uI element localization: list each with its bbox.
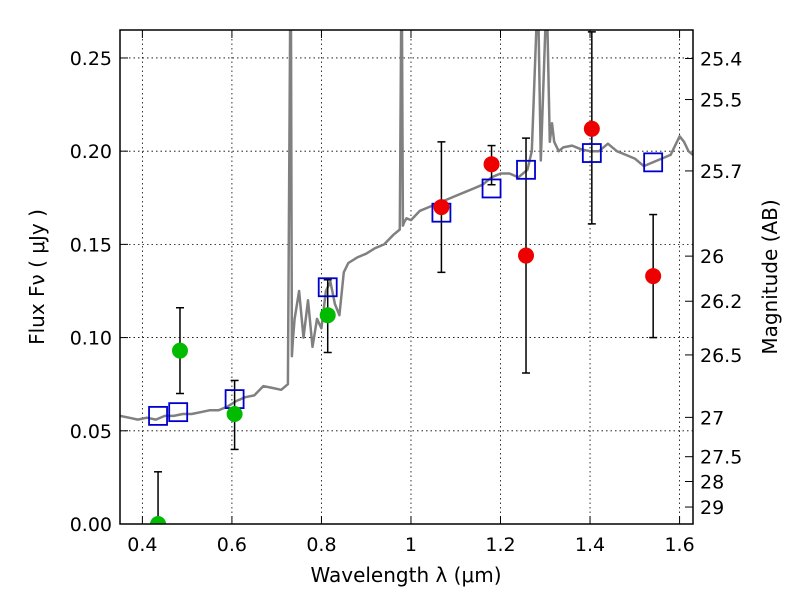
y-axis-right-title: Magnitude (AB) xyxy=(758,199,782,354)
right-tick-label: 25.7 xyxy=(700,161,742,183)
x-tick-label: 0.6 xyxy=(217,534,247,556)
observed-point xyxy=(483,156,500,173)
x-tick-label: 1.4 xyxy=(575,534,605,556)
x-tick-label: 1.6 xyxy=(664,534,694,556)
observed-point xyxy=(150,516,167,524)
observed-point xyxy=(518,247,535,264)
model-photometry-box xyxy=(581,143,602,163)
observed-point xyxy=(583,120,600,137)
axis-ticks: 0.4 0.6 0.8 1 1.2 1.4 1.6 0.00 0.05 0.10 0.15 0.20 0… xyxy=(70,30,742,556)
x-axis-title: Wavelength λ (μm) xyxy=(310,563,501,587)
observed-point xyxy=(319,307,336,324)
plot-content xyxy=(120,30,693,524)
plot-frame xyxy=(119,29,694,525)
y-tick-label: 0.00 xyxy=(70,514,112,536)
y-tick-label: 0.20 xyxy=(70,141,112,163)
right-tick-label: 26.5 xyxy=(700,345,742,367)
y-axis-title: Flux Fν ( μJy ) xyxy=(25,209,49,345)
x-tick-label: 1 xyxy=(405,534,417,556)
right-tick-label: 25.5 xyxy=(700,90,742,112)
x-tick-label: 0.8 xyxy=(306,534,336,556)
right-tick-label: 29 xyxy=(700,497,724,519)
observed-point xyxy=(433,199,450,216)
observed-point xyxy=(171,342,188,359)
y-tick-label: 0.10 xyxy=(70,328,112,350)
observed-point xyxy=(645,268,662,285)
y-tick-label: 0.05 xyxy=(70,421,112,443)
right-tick-label: 27 xyxy=(700,407,724,429)
model-photometry-box xyxy=(317,277,338,298)
right-tick-label: 26.2 xyxy=(700,291,742,313)
spectrum-line xyxy=(120,30,693,421)
model-photometry-box xyxy=(643,152,664,173)
model-photometry-box xyxy=(516,159,536,180)
model-photometry-box xyxy=(148,405,168,426)
observed-point xyxy=(226,406,243,423)
y-tick-label: 0.25 xyxy=(70,48,112,70)
right-tick-label: 26 xyxy=(700,246,724,268)
right-tick-label: 27.5 xyxy=(700,447,742,469)
y-tick-label: 0.15 xyxy=(70,234,112,256)
right-tick-label: 28 xyxy=(700,471,724,493)
x-tick-label: 0.4 xyxy=(127,534,157,556)
model-photometry-box xyxy=(168,402,189,423)
model-photometry-box xyxy=(481,178,502,199)
right-tick-label: 25.4 xyxy=(700,49,742,71)
plot-background xyxy=(120,30,693,524)
x-tick-label: 1.2 xyxy=(485,534,515,556)
